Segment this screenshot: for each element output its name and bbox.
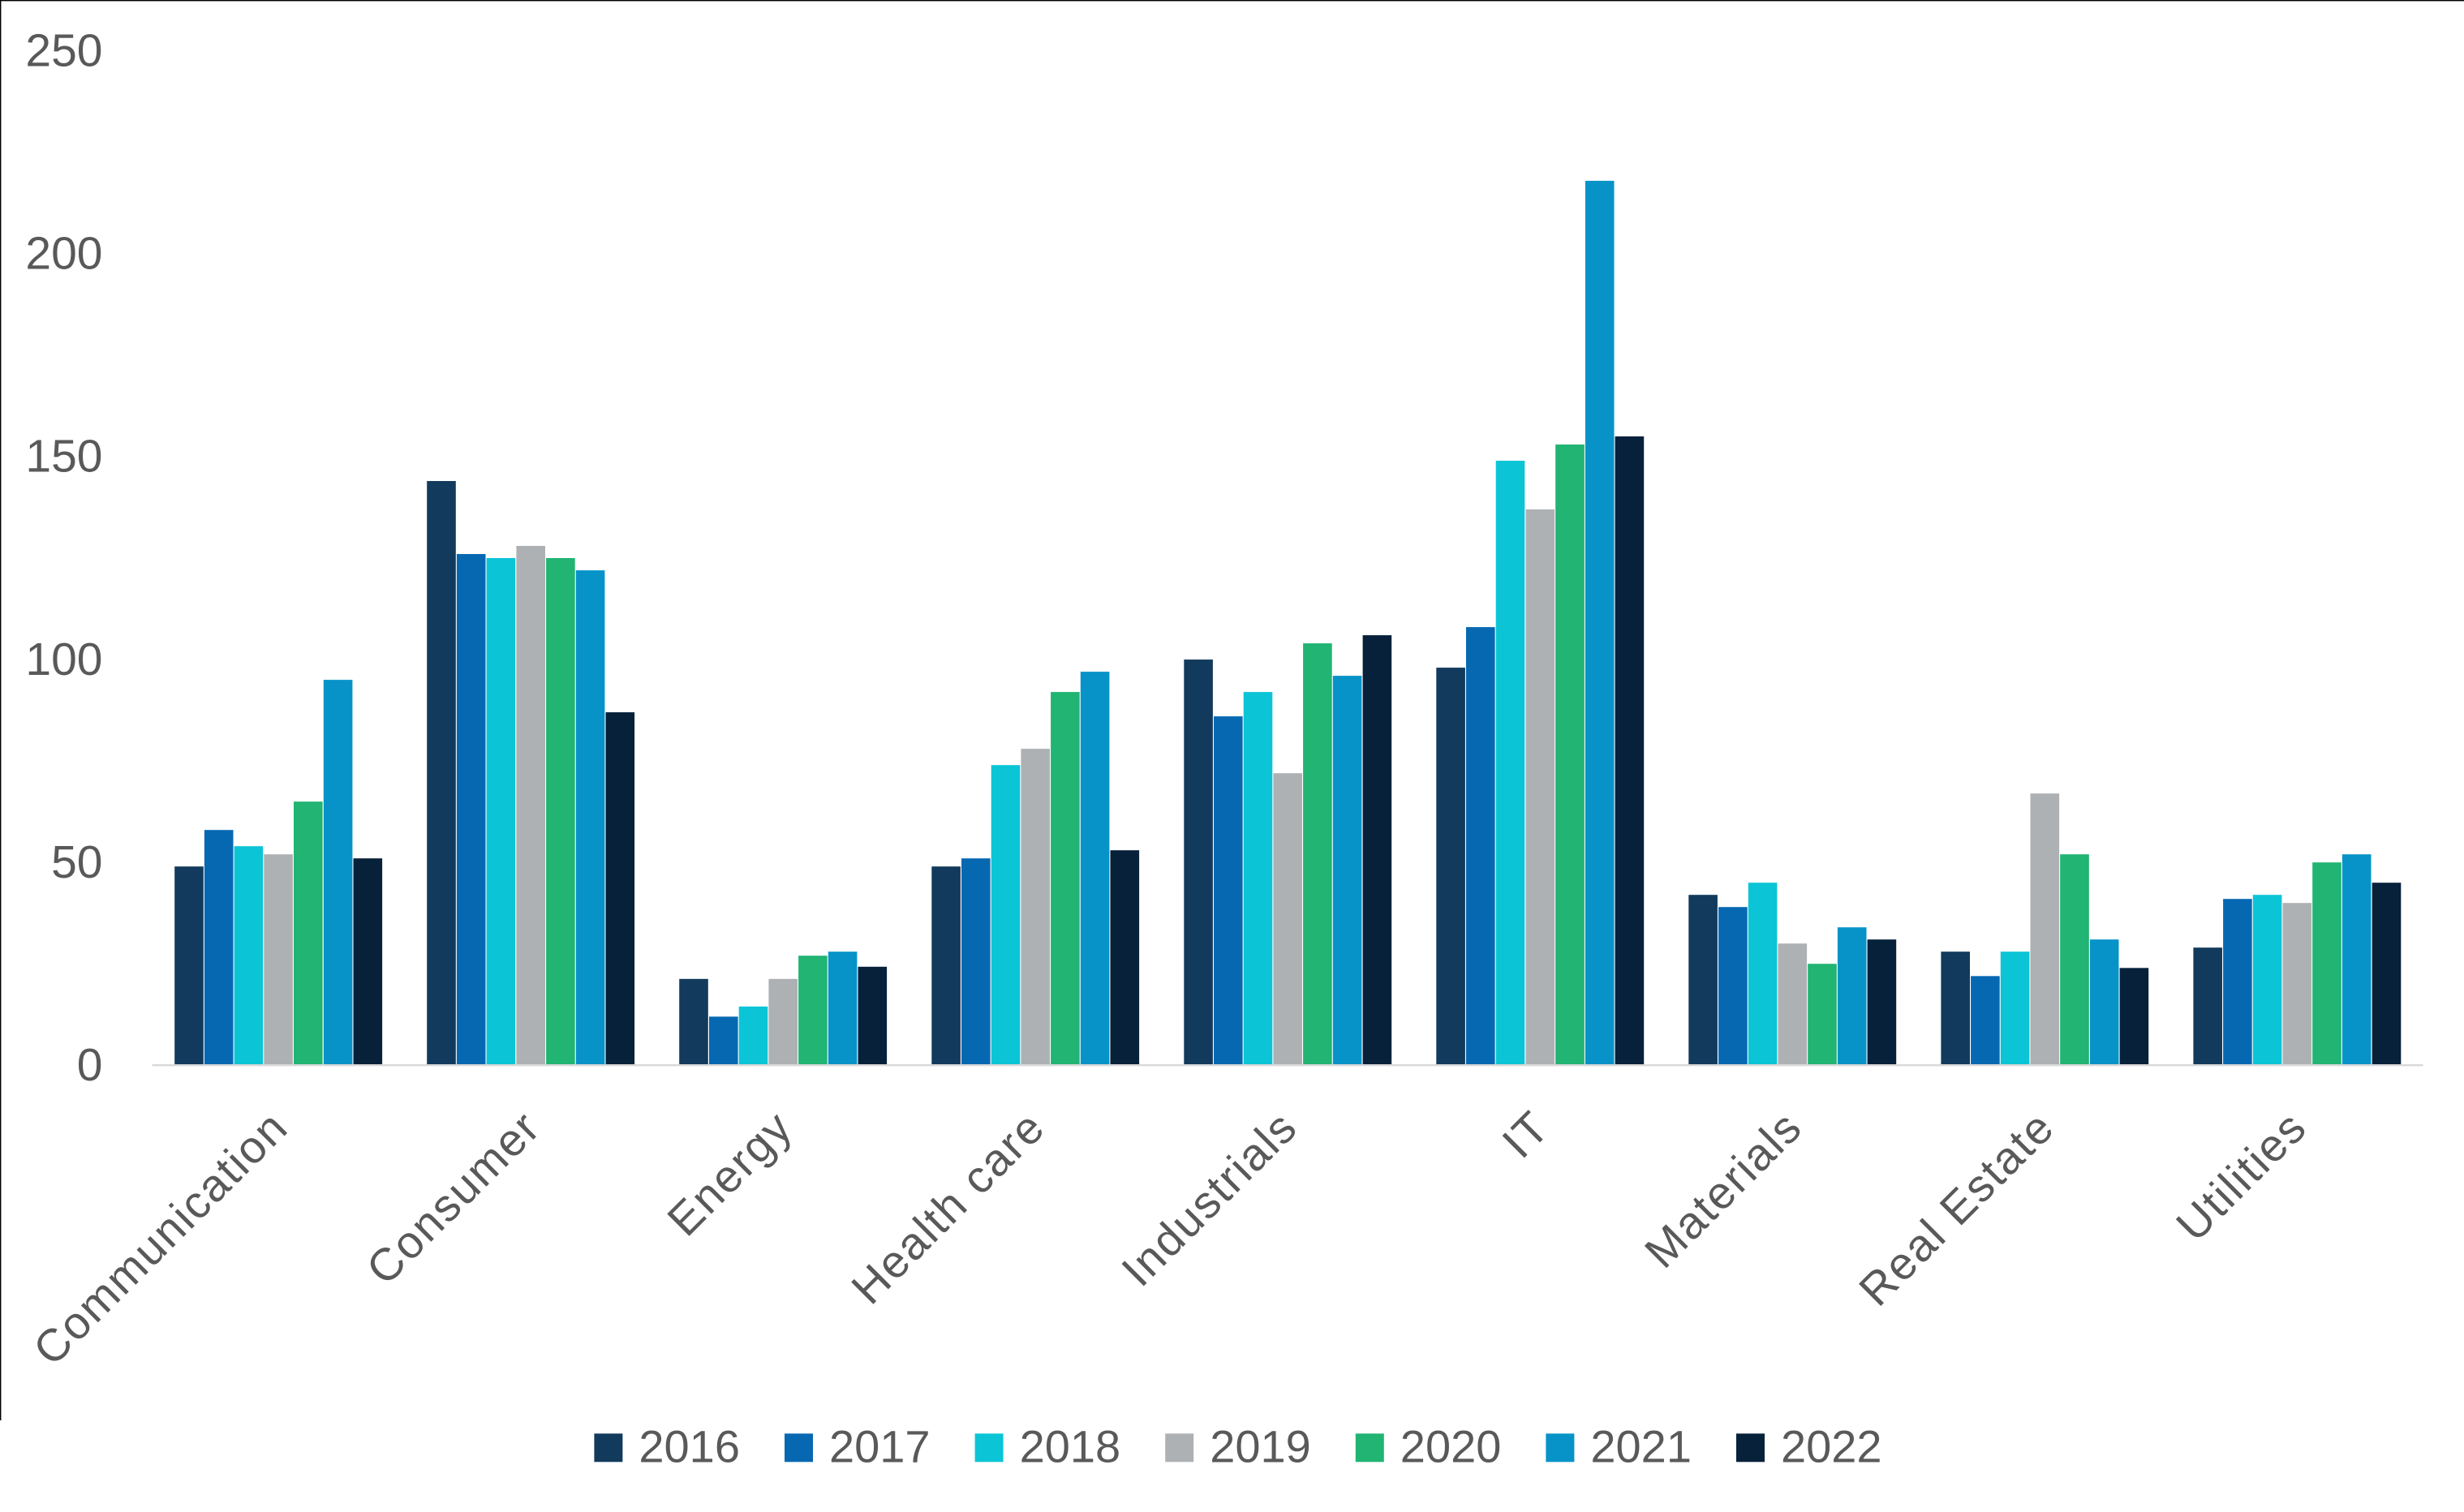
svg-text:2019: 2019 <box>1210 1421 1311 1472</box>
svg-text:2020: 2020 <box>1400 1421 1502 1472</box>
svg-text:0: 0 <box>77 1039 103 1091</box>
svg-text:150: 150 <box>25 431 102 483</box>
svg-text:200: 200 <box>25 228 102 280</box>
svg-text:250: 250 <box>25 25 102 77</box>
svg-text:2022: 2022 <box>1781 1421 1882 1472</box>
svg-text:2016: 2016 <box>639 1421 740 1472</box>
svg-text:2017: 2017 <box>829 1421 931 1472</box>
svg-text:50: 50 <box>51 836 102 888</box>
svg-text:2021: 2021 <box>1590 1421 1692 1472</box>
svg-text:2018: 2018 <box>1020 1421 1121 1472</box>
svg-text:100: 100 <box>25 634 102 685</box>
